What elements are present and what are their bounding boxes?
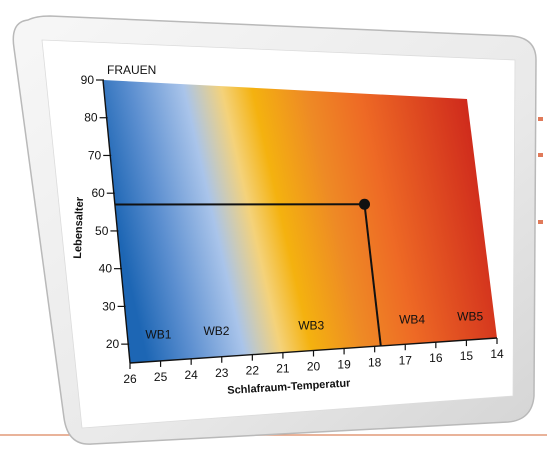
y-axis-line — [102, 79, 131, 364]
zone-label-wb1: WB1 — [145, 328, 171, 342]
x-tick-label: 25 — [154, 370, 168, 384]
x-tick-label: 22 — [246, 364, 260, 378]
y-tick-label: 80 — [84, 111, 98, 125]
x-tick-label: 18 — [368, 355, 382, 369]
x-tick-label: 17 — [399, 353, 413, 367]
y-tick-label: 50 — [95, 224, 109, 238]
y-tick-label: 70 — [88, 148, 102, 162]
zone-label-wb2: WB2 — [203, 324, 229, 338]
side-mark-1 — [538, 117, 543, 121]
y-tick-label: 30 — [102, 299, 116, 313]
y-tick-label: 60 — [91, 186, 105, 200]
x-tick-label: 21 — [276, 362, 290, 376]
x-tick-label: 16 — [429, 351, 443, 365]
guide-line-vertical — [363, 204, 382, 347]
x-tick-label: 14 — [490, 347, 504, 361]
marker-layer — [114, 198, 382, 347]
axis-layer: 20 30 40 50 60 70 80 90 26 25 24 23 22 21 20 19 18 17 16 15… — [81, 73, 504, 386]
x-tick-label: 24 — [184, 368, 198, 382]
y-axis-title: Lebensalter — [72, 196, 86, 259]
x-tick-label: 26 — [123, 372, 137, 386]
y-tick-label: 90 — [81, 73, 95, 87]
zone-label-wb3: WB3 — [298, 319, 324, 333]
side-mark-2 — [538, 153, 543, 157]
y-tick-label: 20 — [106, 337, 120, 351]
zone-label-layer: WB1 WB2 WB3 WB4 WB5 — [145, 309, 483, 341]
side-mark-3 — [538, 220, 543, 224]
highlight-point — [359, 198, 371, 210]
zone-label-wb5: WB5 — [457, 309, 483, 323]
x-tick-label: 23 — [215, 366, 229, 380]
plot-region — [103, 80, 497, 363]
x-tick-label: 15 — [460, 349, 474, 363]
x-tick-label: 20 — [307, 360, 321, 374]
x-tick-label: 19 — [337, 357, 351, 371]
zone-label-wb4: WB4 — [399, 313, 425, 327]
chart-area: 20 30 40 50 60 70 80 90 26 25 24 23 22 21 20 19 18 17 16 15… — [72, 63, 504, 397]
chart-title: FRAUEN — [107, 63, 156, 77]
y-tick-label: 40 — [99, 262, 113, 276]
